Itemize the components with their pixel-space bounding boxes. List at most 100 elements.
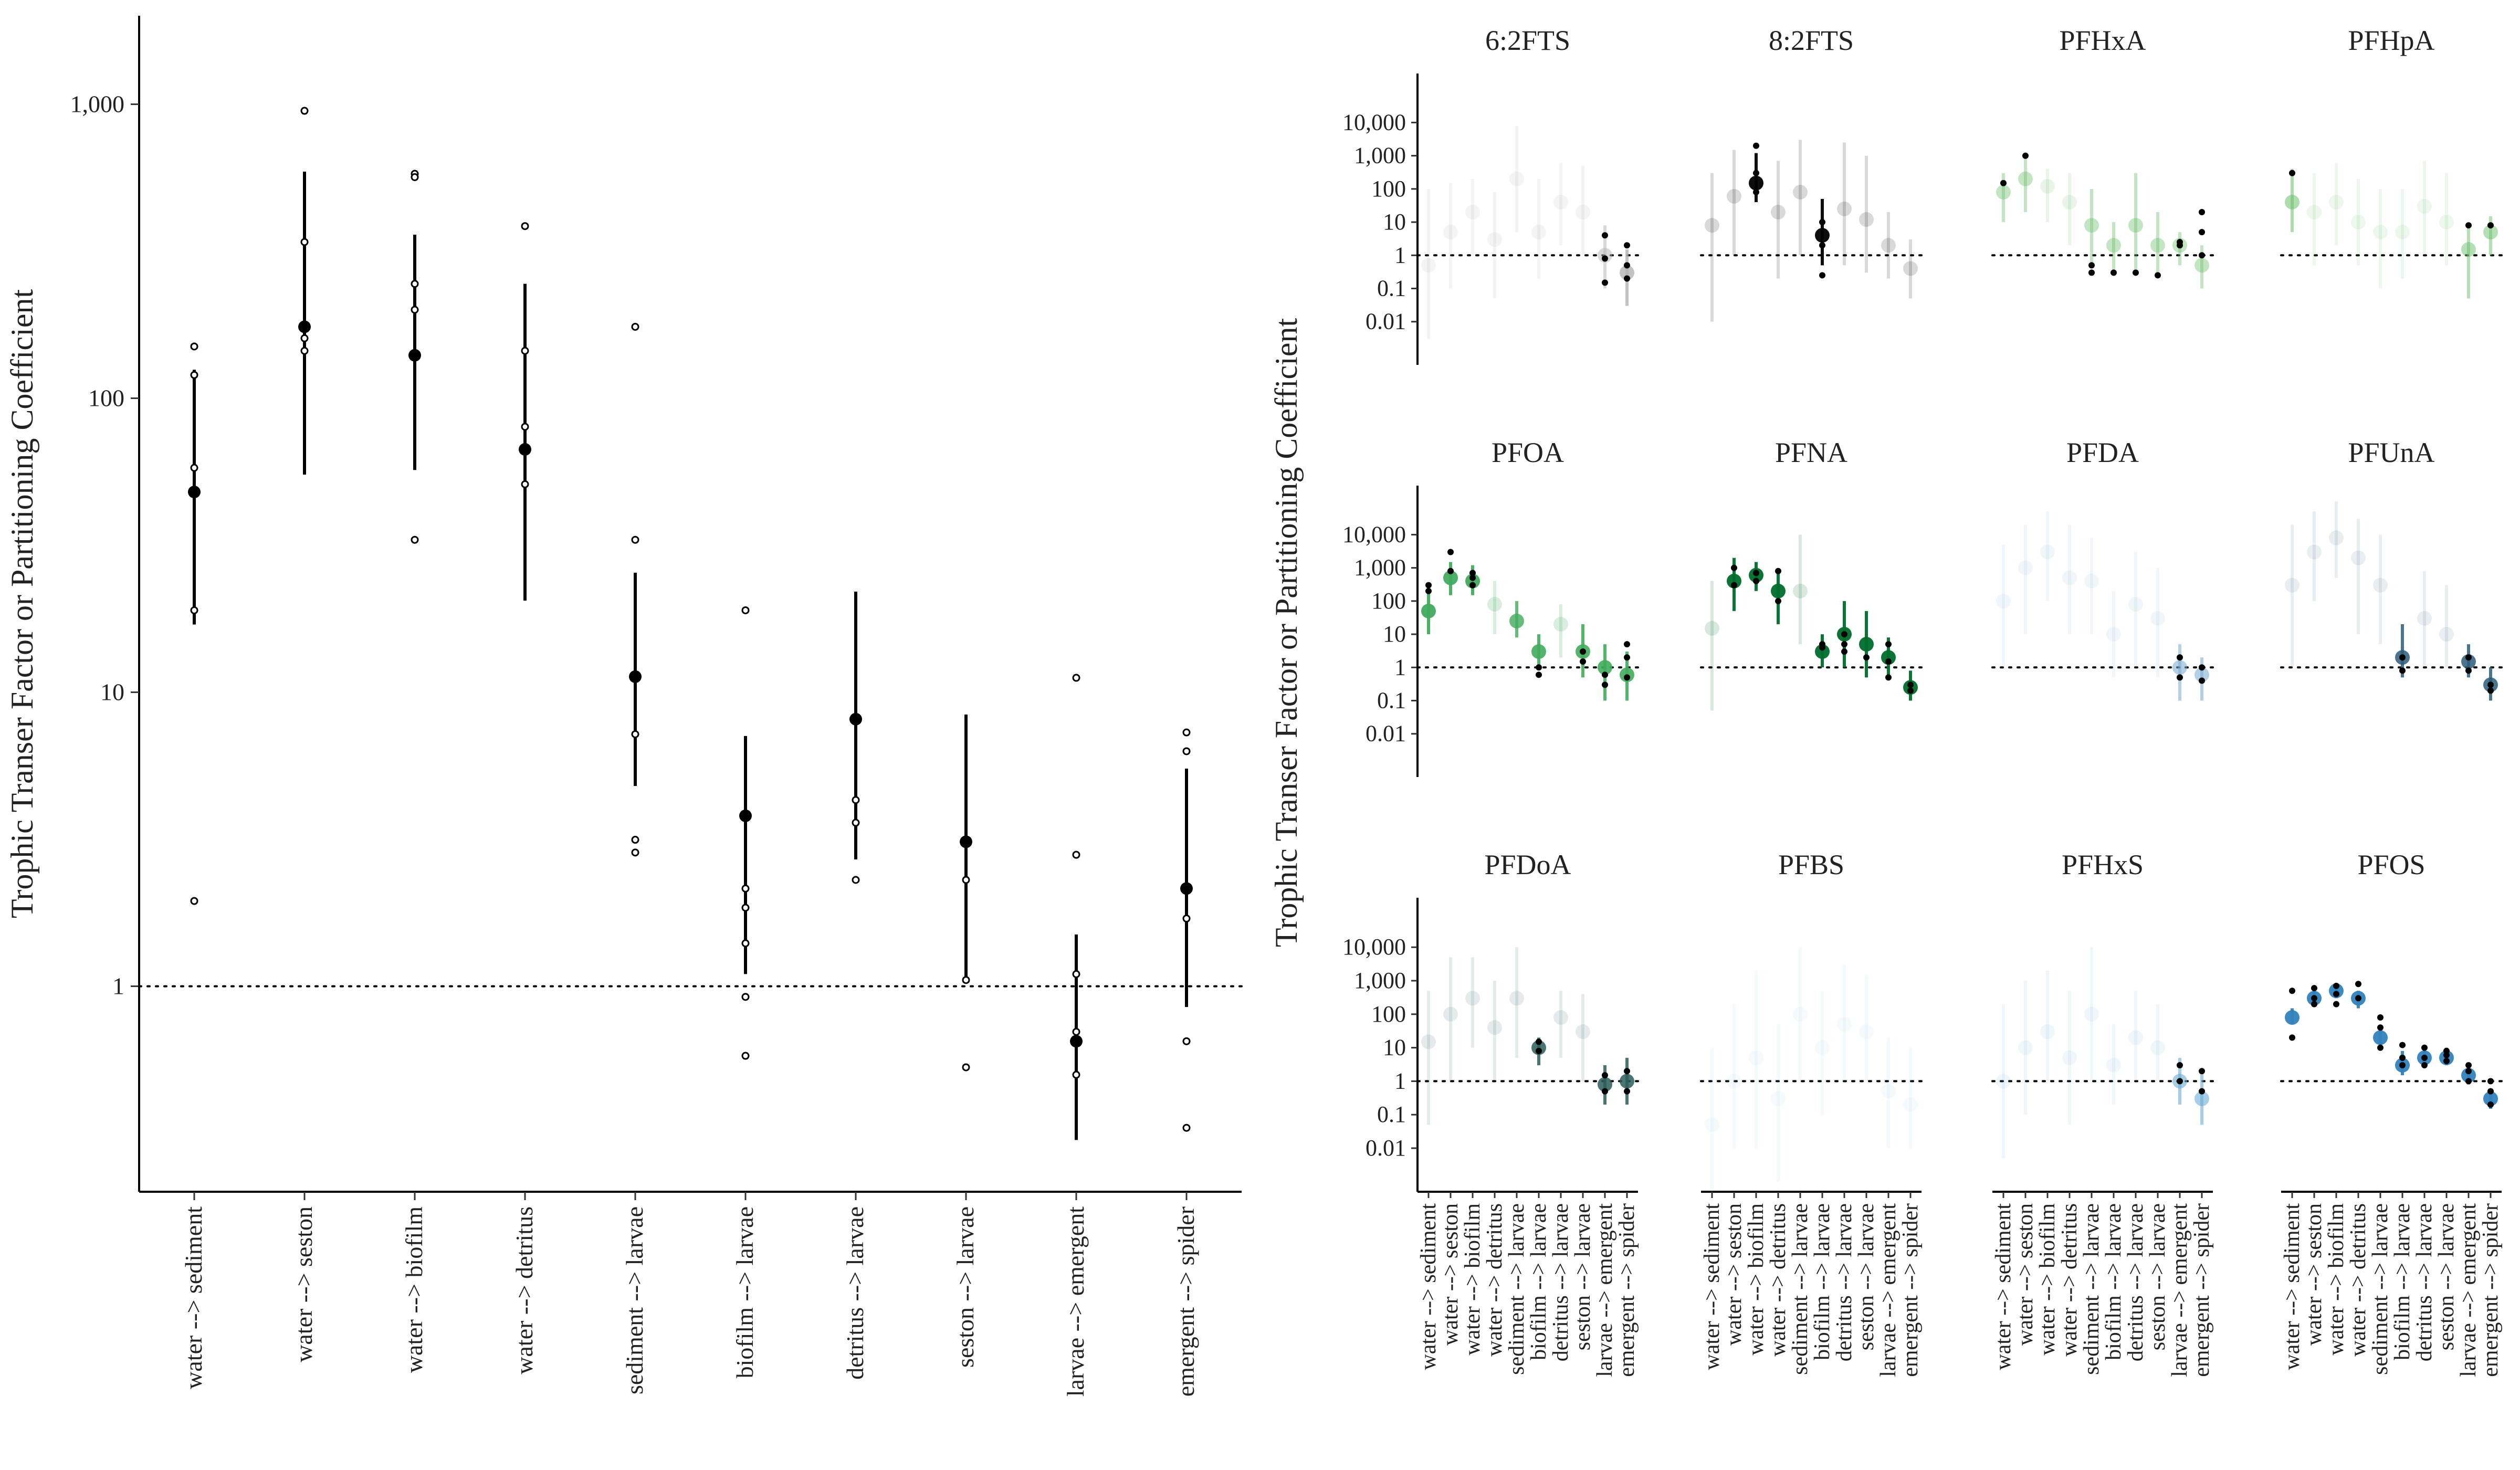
observation-point bbox=[1731, 582, 1737, 589]
observation-point bbox=[852, 796, 860, 804]
x-tick-label: water --> detritus bbox=[1483, 1203, 1507, 1357]
mean-point bbox=[1705, 621, 1719, 636]
observation-point bbox=[2443, 1052, 2450, 1058]
facet-title: 8:2FTS bbox=[1769, 25, 1854, 56]
observation-point bbox=[2487, 1088, 2494, 1095]
mean-point bbox=[1553, 195, 1568, 210]
observation-point bbox=[2421, 1044, 2428, 1051]
mean-point bbox=[1749, 175, 1763, 191]
x-tick-label: seston --> larvae bbox=[1854, 1203, 1878, 1350]
observation-point bbox=[1182, 915, 1191, 923]
mean-point bbox=[1996, 1074, 2011, 1089]
observation-point bbox=[1624, 262, 1630, 269]
observation-point bbox=[190, 464, 198, 472]
x-tick-label: biofilm --> larvae bbox=[1527, 1203, 1551, 1360]
y-tick-label: 1,000 bbox=[1354, 555, 1406, 581]
x-tick-label: water --> seston bbox=[1722, 1203, 1746, 1346]
observation-point bbox=[1072, 1027, 1080, 1036]
facet-pfda: PFDA bbox=[1991, 437, 2214, 701]
y-tick-label: 10 bbox=[1383, 621, 1406, 647]
facet-title: PFOA bbox=[1492, 437, 1564, 468]
mean-point bbox=[1443, 570, 1458, 585]
mean-point bbox=[1487, 596, 1502, 612]
x-tick-label: water --> detritus bbox=[1766, 1203, 1790, 1357]
observation-point bbox=[2377, 1014, 2384, 1021]
observation-point bbox=[1580, 648, 1586, 655]
mean-point bbox=[1421, 1034, 1436, 1049]
observation-point bbox=[852, 876, 860, 884]
x-tick-label: water --> sediment bbox=[1700, 1203, 1724, 1370]
mean-point bbox=[2018, 1040, 2033, 1055]
observation-point bbox=[1885, 674, 1892, 681]
observation-point bbox=[411, 173, 419, 181]
mean-point bbox=[1881, 1084, 1896, 1099]
observation-point bbox=[2355, 981, 2361, 988]
mean-point bbox=[1553, 617, 1568, 632]
observation-point bbox=[521, 222, 529, 230]
y-tick-label: 100 bbox=[1371, 588, 1406, 614]
x-tick-label: seston --> larvae bbox=[2146, 1203, 2170, 1350]
mean-point bbox=[2417, 198, 2432, 214]
facet-title: PFOS bbox=[2357, 849, 2425, 880]
x-tick-label: sediment --> larvae bbox=[1788, 1203, 1812, 1375]
mean-point bbox=[2150, 611, 2165, 626]
observation-point bbox=[1907, 687, 1914, 694]
y-tick-label: 0.1 bbox=[1377, 1101, 1406, 1127]
observation-point bbox=[1602, 1088, 1608, 1095]
observation-point bbox=[2289, 1034, 2295, 1041]
mean-point bbox=[2439, 627, 2454, 642]
observation-point bbox=[2399, 1042, 2406, 1048]
observation-point bbox=[741, 993, 750, 1001]
mean-point bbox=[1996, 184, 2011, 200]
mean-point bbox=[2307, 205, 2322, 220]
observation-point bbox=[1819, 641, 1825, 648]
observation-point bbox=[2199, 229, 2205, 236]
mean-point bbox=[1487, 232, 1502, 247]
mean-point bbox=[1727, 1074, 1741, 1089]
mean-point bbox=[1837, 201, 1852, 216]
observation-point bbox=[2333, 1001, 2339, 1007]
mean-point bbox=[1815, 644, 1830, 659]
mean-point bbox=[298, 320, 311, 333]
x-tick-label: water --> seston bbox=[1438, 1203, 1463, 1346]
mean-point bbox=[1531, 1040, 1546, 1055]
observation-point bbox=[2177, 1062, 2183, 1068]
observation-point bbox=[631, 848, 639, 857]
mean-point bbox=[2483, 1091, 2498, 1106]
facet-pfuna: PFUnA bbox=[2280, 437, 2503, 701]
mean-point bbox=[2194, 1091, 2209, 1106]
facet-pfdoa: PFDoA 0.01 0.1 1 10 100 1,000 10,000 water --> s… bbox=[1342, 849, 1639, 1377]
mean-point bbox=[1859, 212, 1874, 227]
y-tick-label: 1 bbox=[112, 973, 124, 1000]
x-tick-label: detritus --> larvae bbox=[1549, 1203, 1573, 1361]
mean-point bbox=[2285, 578, 2300, 593]
x-tick-label: larvae --> emergent bbox=[2456, 1203, 2481, 1377]
y-tick-label: 100 bbox=[1371, 176, 1406, 202]
x-tick-label: biofilm --> larvae bbox=[2102, 1203, 2126, 1360]
observation-point bbox=[1602, 671, 1608, 678]
observation-point bbox=[1624, 674, 1630, 681]
mean-point bbox=[1509, 991, 1524, 1006]
mean-point bbox=[2040, 1024, 2055, 1040]
mean-point bbox=[2106, 238, 2121, 253]
observation-point bbox=[2487, 1101, 2494, 1108]
observation-point bbox=[300, 334, 309, 342]
observation-point bbox=[2399, 654, 2406, 661]
mean-point bbox=[1859, 637, 1874, 652]
facet-title: PFHxA bbox=[2059, 25, 2146, 56]
x-tick-label: sediment --> larvae bbox=[2080, 1203, 2104, 1375]
mean-point bbox=[960, 835, 972, 848]
observation-point bbox=[2199, 677, 2205, 684]
observation-point bbox=[2289, 170, 2295, 176]
x-tick-label: water --> detritus bbox=[2057, 1203, 2082, 1357]
observation-point bbox=[411, 536, 419, 544]
observation-point bbox=[2022, 152, 2029, 159]
observation-point bbox=[190, 371, 198, 379]
facet-title: PFNA bbox=[1775, 437, 1847, 468]
observation-point bbox=[1580, 658, 1586, 665]
observation-point bbox=[300, 346, 309, 355]
y-tick-label: 0.01 bbox=[1366, 721, 1406, 747]
mean-point bbox=[2395, 225, 2410, 240]
